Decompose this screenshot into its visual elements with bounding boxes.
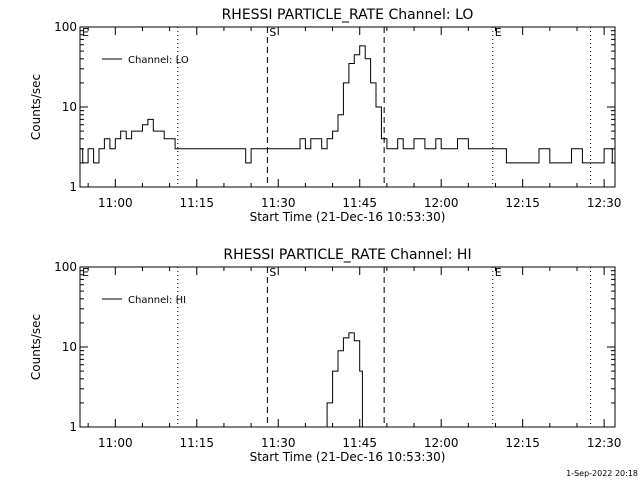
- x-tick-label: 11:15: [179, 196, 214, 210]
- y-axis-label: Counts/sec: [29, 314, 43, 380]
- x-axis-label: Start Time (21-Dec-16 10:53:30): [250, 210, 446, 224]
- y-tick-label: 10: [62, 100, 77, 114]
- marker-label: E: [82, 26, 89, 39]
- x-tick-label: 11:30: [261, 196, 296, 210]
- x-tick-label: 12:00: [424, 436, 459, 450]
- footer-timestamp: 1-Sep-2022 20:18: [566, 469, 638, 478]
- x-tick-label: 11:30: [261, 436, 296, 450]
- x-tick-label: 11:45: [342, 196, 377, 210]
- series-line-hi: [321, 332, 363, 428]
- marker-label: E: [495, 266, 502, 279]
- x-tick-label: 11:45: [342, 436, 377, 450]
- y-tick-label: 100: [54, 260, 77, 274]
- x-tick-label: 12:30: [587, 196, 622, 210]
- x-axis-label: Start Time (21-Dec-16 10:53:30): [250, 450, 446, 464]
- x-tick-label: 12:15: [505, 196, 540, 210]
- y-tick-label: 100: [54, 20, 77, 34]
- marker-label: S: [269, 266, 276, 279]
- y-tick-label: 10: [62, 340, 77, 354]
- x-tick-label: 12:30: [587, 436, 622, 450]
- plot-frame: [79, 266, 616, 428]
- y-axis-label: Counts/sec: [29, 74, 43, 140]
- chart-title: RHESSI PARTICLE_RATE Channel: LO: [222, 7, 474, 23]
- x-tick-label: 11:15: [179, 436, 214, 450]
- legend-label: Channel: LO: [128, 55, 189, 66]
- x-tick-label: 11:00: [98, 436, 133, 450]
- x-tick-label: 12:15: [505, 436, 540, 450]
- x-tick-label: 11:00: [98, 196, 133, 210]
- x-tick-label: 12:00: [424, 196, 459, 210]
- marker-label: E: [495, 26, 502, 39]
- series-line-lo: [80, 45, 613, 164]
- legend-label: Channel: HI: [128, 295, 186, 306]
- y-tick-label: 1: [69, 180, 77, 194]
- y-tick-label: 1: [69, 420, 77, 434]
- marker-label: S: [269, 26, 276, 39]
- marker-label: E: [82, 266, 89, 279]
- chart-title: RHESSI PARTICLE_RATE Channel: HI: [223, 247, 471, 263]
